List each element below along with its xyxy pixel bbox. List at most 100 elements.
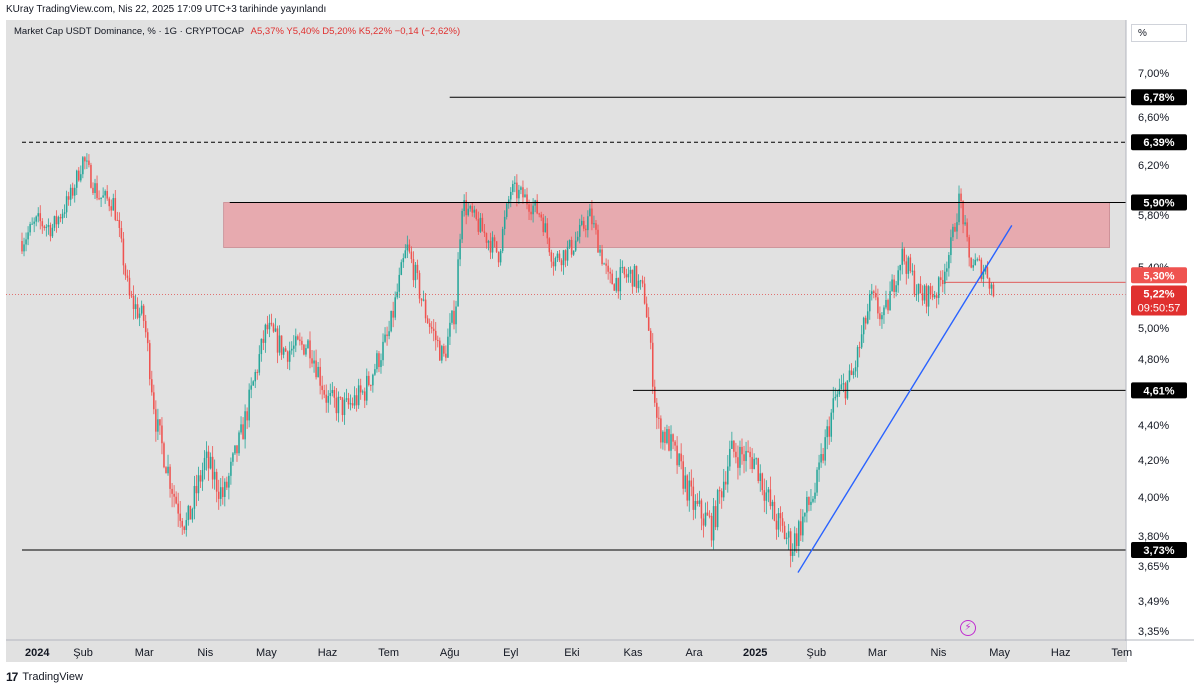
- candle-body: [682, 461, 684, 489]
- candle-body: [319, 366, 321, 386]
- candle-body: [503, 216, 506, 230]
- x-tick-label: Mar: [135, 647, 154, 659]
- candle-body: [268, 322, 271, 330]
- candle-body: [193, 485, 196, 509]
- y-tick-label: 3,49%: [1138, 596, 1169, 608]
- candle-body: [276, 328, 279, 353]
- candle-body: [915, 294, 918, 296]
- candle-body: [301, 340, 303, 345]
- candle-body: [78, 170, 80, 181]
- candle-body: [662, 431, 664, 443]
- candle-body: [860, 334, 863, 348]
- symbol-title: Market Cap USDT Dominance, % · 1G · CRYP…: [14, 26, 245, 37]
- candle-body: [499, 250, 502, 263]
- candle-body: [297, 336, 299, 340]
- candle-body: [201, 470, 204, 482]
- candle-body: [211, 456, 214, 480]
- candle-body: [879, 313, 881, 320]
- candle-body: [554, 257, 557, 267]
- y-tick-label: 6,60%: [1138, 112, 1169, 124]
- candle-body: [578, 224, 581, 237]
- candle-body: [31, 223, 33, 225]
- candle-body: [546, 223, 549, 239]
- candle-body: [824, 437, 826, 461]
- candle-body: [57, 217, 60, 225]
- candle-body: [213, 471, 216, 480]
- candle-body: [858, 347, 861, 349]
- candle-body: [505, 203, 508, 217]
- candle-body: [236, 445, 238, 454]
- candle-body: [252, 381, 254, 386]
- candle-body: [899, 264, 901, 271]
- candle-body: [248, 389, 250, 421]
- candle-body: [572, 250, 575, 255]
- candle-body: [873, 291, 875, 294]
- candle-body: [491, 237, 494, 253]
- candle-body: [284, 348, 287, 352]
- candle-body: [698, 500, 701, 504]
- candle-body: [771, 501, 774, 507]
- candle-body: [378, 353, 380, 368]
- x-tick-label: Kas: [624, 647, 643, 659]
- candle-body: [970, 257, 972, 268]
- candle-body: [716, 490, 719, 528]
- candle-body: [621, 267, 624, 269]
- candle-body: [927, 286, 930, 307]
- candle-body: [132, 295, 135, 310]
- candle-body: [783, 525, 786, 539]
- candle-body: [400, 262, 403, 275]
- candle-body: [733, 440, 735, 452]
- candle-body: [398, 274, 401, 292]
- candle-body: [568, 239, 571, 247]
- candle-body: [426, 318, 429, 324]
- candle-body: [603, 263, 605, 265]
- candle-body: [343, 399, 346, 416]
- candle-body: [684, 475, 686, 489]
- candle-body: [978, 259, 981, 261]
- candle-body: [798, 521, 800, 546]
- unit-selector[interactable]: %: [1131, 24, 1187, 42]
- candle-body: [485, 233, 488, 243]
- candle-body: [110, 206, 113, 211]
- candle-body: [126, 275, 129, 278]
- lightning-icon[interactable]: ⚡: [960, 620, 976, 636]
- candle-body: [451, 310, 453, 323]
- candle-body: [769, 489, 772, 507]
- candle-body: [49, 225, 52, 237]
- candle-body: [266, 324, 269, 330]
- candle-body: [412, 259, 415, 281]
- candle-body: [763, 490, 766, 501]
- candle-body: [112, 198, 115, 211]
- candle-body: [337, 396, 340, 414]
- candle-body: [159, 419, 161, 426]
- candle-body: [232, 453, 234, 462]
- candle-body: [299, 339, 301, 341]
- candle-body: [765, 492, 768, 501]
- candle-body: [905, 261, 908, 274]
- candle-body: [47, 225, 50, 227]
- candle-body: [63, 212, 66, 214]
- x-tick-label: Haz: [1051, 647, 1071, 659]
- candle-body: [647, 317, 650, 331]
- candle-body: [724, 481, 727, 485]
- candle-body: [323, 390, 325, 395]
- candle-body: [720, 491, 723, 498]
- candle-body: [144, 320, 147, 333]
- candle-body: [611, 273, 613, 285]
- chart-pane[interactable]: [6, 20, 1126, 662]
- candle-body: [424, 299, 427, 319]
- candle-body: [27, 232, 29, 240]
- y-tick-label: 4,80%: [1138, 354, 1169, 366]
- countdown-label: 09:50:57: [1138, 302, 1181, 314]
- candle-body: [976, 259, 979, 261]
- candle-body: [128, 277, 131, 296]
- candle-body: [331, 389, 334, 394]
- candle-body: [992, 284, 995, 297]
- x-tick-label: Tem: [378, 647, 399, 659]
- candle-body: [363, 391, 366, 401]
- candle-body: [692, 486, 695, 510]
- candle-body: [501, 229, 504, 251]
- candle-body: [146, 332, 149, 344]
- candle-body: [349, 403, 352, 405]
- candle-body: [627, 273, 630, 278]
